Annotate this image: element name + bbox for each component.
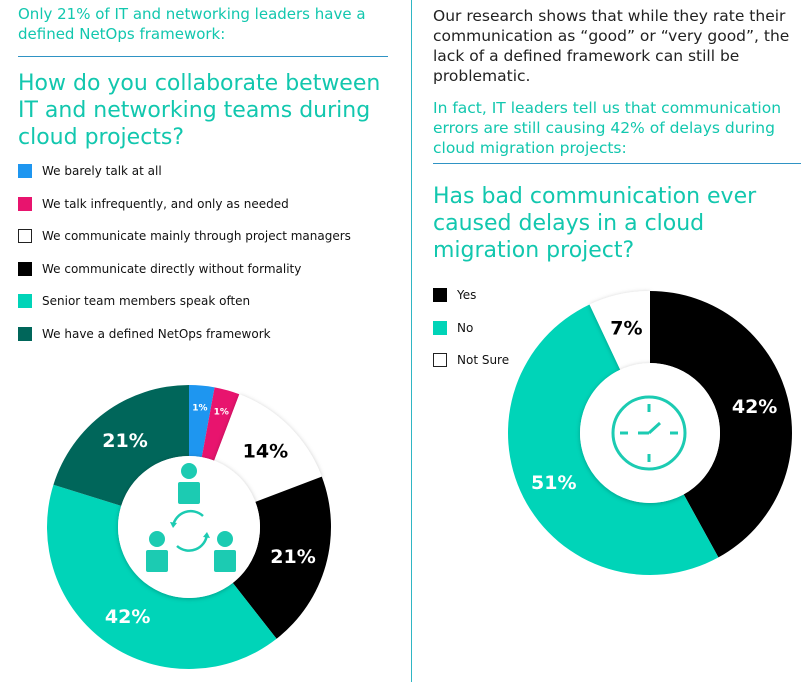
clock-icon (611, 395, 687, 471)
legend-item: No (433, 320, 474, 335)
legend-label: We talk infrequently, and only as needed (42, 196, 289, 211)
legend-label: We barely talk at all (42, 164, 162, 178)
legend-swatch (433, 353, 447, 367)
right-intro-paragraph: Our research shows that while they rate … (433, 7, 790, 85)
legend-label: No (457, 320, 474, 335)
right-question-heading: Has bad communication ever caused delays… (433, 184, 757, 263)
donut-slice (47, 484, 277, 669)
donut-slice (214, 394, 322, 502)
right-divider (433, 163, 801, 164)
legend-label: Not Sure (457, 353, 510, 367)
legend-swatch (18, 229, 32, 243)
legend-item: We communicate mainly through project ma… (18, 229, 351, 243)
donut-slice (589, 291, 650, 370)
legend-item: We barely talk at all (18, 164, 162, 178)
right-intro-text: Our research shows that while they rate … (433, 6, 797, 158)
donut-slice (53, 385, 189, 506)
slice-label: 7% (610, 318, 642, 340)
legend-item: Yes (433, 288, 476, 302)
legend-label: We communicate directly without formalit… (42, 261, 302, 276)
legend-swatch (433, 320, 447, 335)
legend-label: Yes (457, 288, 477, 302)
legend-item: We communicate directly without formalit… (18, 261, 302, 276)
right-highlight-paragraph: In fact, IT leaders tell us that communi… (433, 99, 782, 157)
slice-label: 42% (105, 606, 150, 628)
legend-label: We communicate mainly through project ma… (42, 229, 351, 243)
left-divider (18, 56, 388, 57)
legend-swatch (18, 261, 32, 276)
legend-item: We have a defined NetOps framework (18, 326, 271, 341)
legend-item: Senior team members speak often (18, 294, 250, 308)
legend-swatch (18, 326, 32, 341)
slice-label: 51% (531, 472, 576, 494)
donut-slice (189, 385, 215, 458)
slice-label: 14% (243, 441, 288, 463)
left-question-heading: How do you collaborate between IT and ne… (18, 71, 381, 150)
legend-swatch (433, 288, 447, 302)
legend-item: Not Sure (433, 353, 509, 367)
slice-label: 21% (102, 430, 147, 452)
slice-label: 1% (214, 407, 229, 417)
slice-label: 21% (270, 546, 315, 568)
left-intro-text: Only 21% of IT and networking leaders ha… (18, 5, 366, 43)
legend-item: We talk infrequently, and only as needed (18, 196, 289, 211)
slice-label: 42% (732, 396, 777, 418)
team-collaboration-icon (146, 463, 236, 572)
donut-slice (507, 304, 719, 576)
donut-slice (650, 291, 792, 558)
legend-swatch (18, 196, 32, 211)
legend-swatch (18, 164, 32, 178)
donut-slice (201, 387, 240, 461)
legend-label: We have a defined NetOps framework (42, 326, 271, 341)
slice-label: 1% (192, 403, 207, 413)
legend-swatch (18, 294, 32, 308)
donut-slice (232, 476, 331, 639)
vertical-divider (411, 0, 412, 682)
legend-label: Senior team members speak often (42, 294, 251, 308)
collaboration-donut-chart: 1% 1% 14% 21% 42% 21% (47, 385, 331, 669)
